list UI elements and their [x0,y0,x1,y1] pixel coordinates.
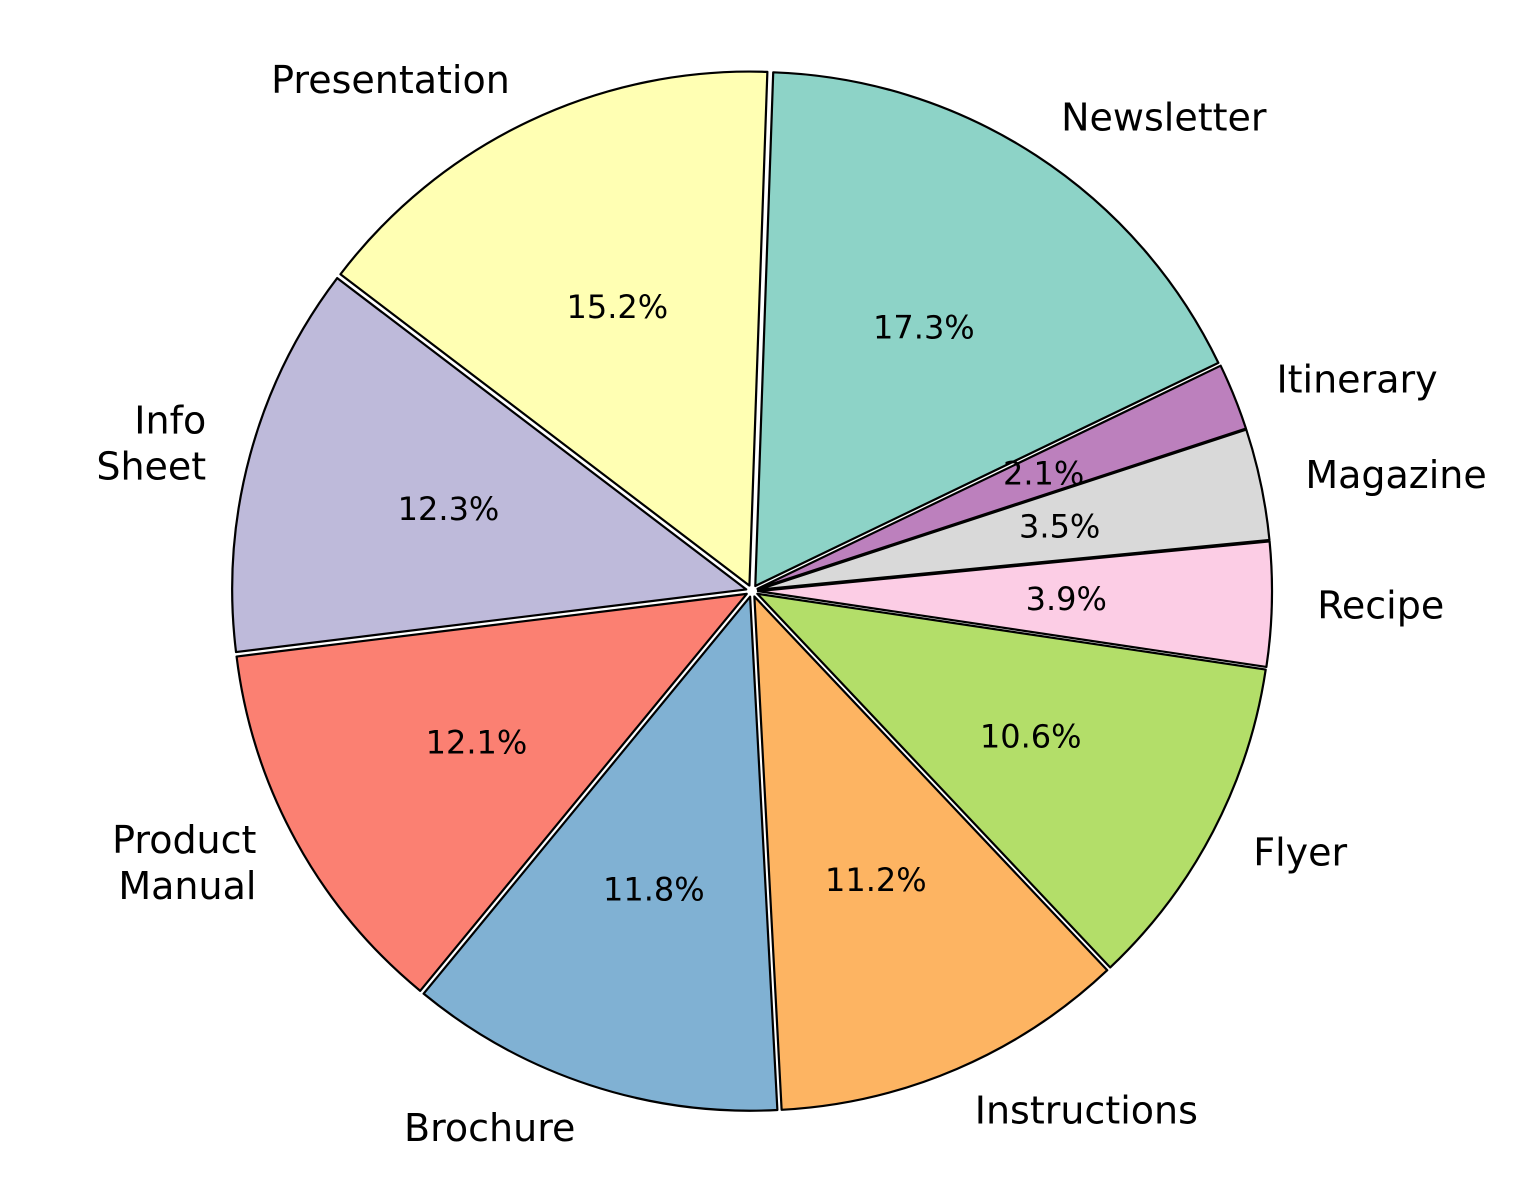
pie-slice-product-manual [235,592,748,992]
pie-slice-presentation [339,70,769,587]
pie-slice-brochure [422,595,779,1112]
category-label-line: Recipe [1317,583,1444,627]
category-label-line: Instructions [975,1089,1198,1133]
category-label-brochure: Brochure [404,1106,575,1150]
pct-label-presentation: 15.2% [567,288,669,326]
pie-labels: 17.3% Newsletter 2.1% Itinerary 3.5% Magazine… [96,58,1486,1150]
pct-label-brochure: 11.8% [603,871,705,909]
category-label-line: Manual [118,864,256,908]
pct-label-product-manual: 12.1% [426,723,528,761]
category-label-presentation: Presentation [271,58,510,102]
category-label-line: Sheet [96,444,206,488]
pie-slice-instructions [753,595,1109,1111]
pct-label-itinerary: 2.1% [1003,455,1084,493]
category-label-line: Product [112,818,256,862]
category-label-line: Newsletter [1061,96,1267,140]
category-label-recipe: Recipe [1317,583,1444,627]
category-label-magazine: Magazine [1305,453,1486,497]
category-label-line: Itinerary [1276,358,1437,402]
category-label-line: Presentation [271,58,510,102]
pct-label-magazine: 3.5% [1019,507,1100,545]
pie-slice-info-sheet [231,276,748,654]
pct-label-flyer: 10.6% [980,717,1082,755]
category-label-line: Flyer [1253,831,1347,875]
pct-label-recipe: 3.9% [1026,580,1107,618]
category-label-itinerary: Itinerary [1276,358,1437,402]
category-label-instructions: Instructions [975,1089,1198,1133]
category-label-product-manual: Product Manual [112,818,256,908]
pie-slices [231,70,1274,1112]
category-label-line: Magazine [1305,453,1486,497]
pie-slice-recipe [756,540,1274,669]
category-label-line: Brochure [404,1106,575,1150]
pie-slice-magazine [756,428,1271,591]
pie-slice-newsletter [754,71,1220,588]
category-label-newsletter: Newsletter [1061,96,1267,140]
category-label-line: Info [134,398,206,442]
category-label-flyer: Flyer [1253,831,1347,875]
pie-slice-flyer [756,592,1267,969]
pct-label-info-sheet: 12.3% [398,490,500,528]
pct-label-instructions: 11.2% [825,861,927,899]
category-label-info-sheet: Info Sheet [96,398,206,488]
pct-label-newsletter: 17.3% [873,309,975,347]
